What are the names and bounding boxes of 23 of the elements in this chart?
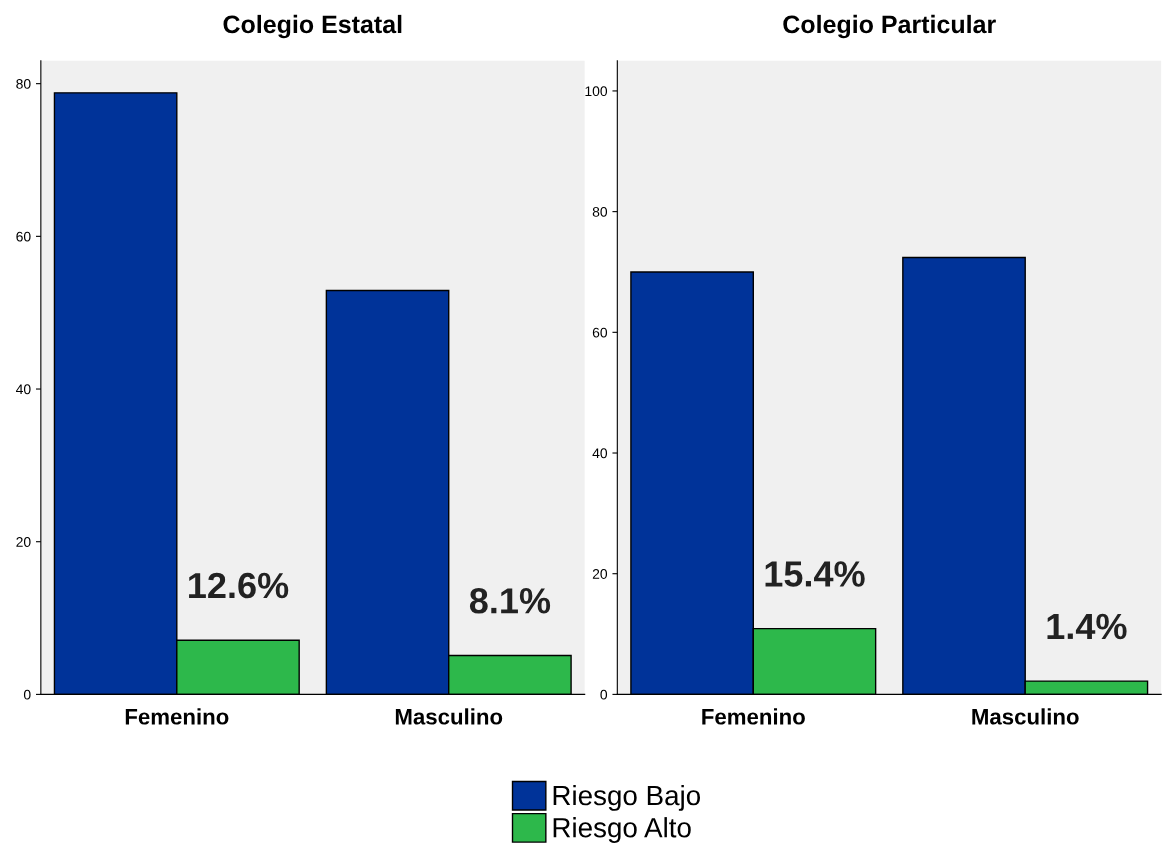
x-tick-label: Femenino	[125, 708, 229, 725]
legend-label: Riesgo Alto	[553, 817, 691, 843]
x-tick-label: Masculino	[395, 708, 503, 725]
x-tick-label: Masculino	[972, 708, 1079, 725]
legend-label: Riesgo Bajo	[553, 784, 701, 811]
annotation: 1.4%	[1047, 613, 1127, 640]
y-tick-label: 40	[592, 448, 608, 459]
y-tick-label: 80	[592, 206, 608, 217]
y-tick-label: 60	[16, 231, 31, 242]
annotation: 12.6%	[189, 572, 289, 599]
y-tick-label: 40	[15, 384, 31, 395]
y-tick-label: 100	[585, 86, 608, 97]
y-tick-label: 0	[600, 689, 608, 700]
chart-title: Colegio Particular	[783, 14, 996, 39]
y-tick-label: 20	[592, 569, 608, 579]
y-tick-label: 80	[16, 79, 31, 89]
y-tick-label: 60	[592, 327, 608, 338]
y-tick-label: 20	[16, 537, 31, 547]
chart-title: Colegio Estatal	[223, 14, 402, 39]
annotation: 8.1%	[469, 588, 551, 614]
annotation: 15.4%	[765, 561, 865, 587]
x-tick-label: Femenino	[702, 708, 805, 725]
y-tick-label: 0	[23, 689, 31, 700]
